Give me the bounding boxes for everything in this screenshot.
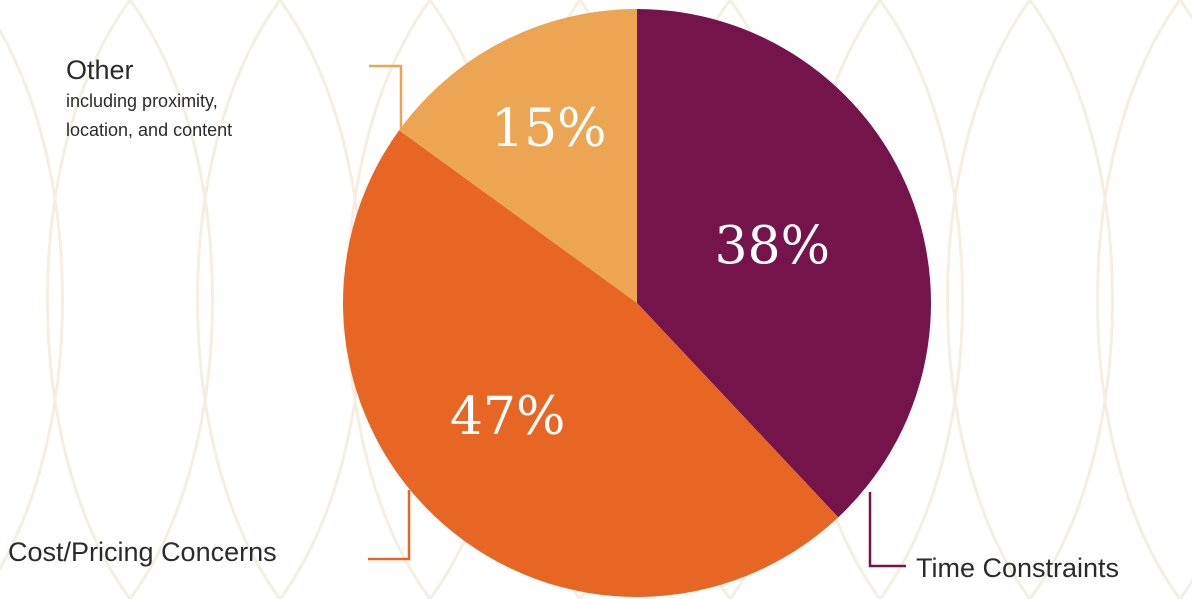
label-other: Other xyxy=(66,55,134,85)
leader-cost-pricing xyxy=(368,490,411,561)
pattern-curve xyxy=(946,0,1032,599)
pattern-curve xyxy=(1096,0,1182,599)
leader-other xyxy=(369,64,403,131)
leader-lines xyxy=(368,64,906,568)
pattern-curve xyxy=(1178,0,1192,599)
pattern-curve xyxy=(1028,0,1114,599)
pattern-curve xyxy=(196,0,282,599)
pie-slice-other xyxy=(399,9,637,303)
pct-label-cost-pricing-concerns: 47% xyxy=(450,387,566,447)
percentage-labels: 38% 47% 15% xyxy=(450,99,830,447)
leader-time-constraints xyxy=(868,492,906,568)
pattern-curve xyxy=(0,28,64,571)
pattern-curve xyxy=(128,0,214,599)
pct-label-other: 15% xyxy=(491,99,607,159)
pie-slice-time-constraints xyxy=(637,9,931,518)
callout-labels: Other including proximity, location, and… xyxy=(8,55,1119,583)
label-time-constraints: Time Constraints xyxy=(916,553,1119,583)
label-other-sub-line2: location, and content xyxy=(66,120,232,140)
label-other-sub-line1: including proximity, xyxy=(66,91,218,111)
label-cost-pricing: Cost/Pricing Concerns xyxy=(8,537,277,567)
pct-label-time-constraints: 38% xyxy=(714,217,830,277)
pie-slice-cost-pricing-concerns xyxy=(343,130,839,597)
pie-slices xyxy=(343,9,931,597)
pattern-curve xyxy=(878,0,964,599)
pattern-curve xyxy=(46,0,132,599)
